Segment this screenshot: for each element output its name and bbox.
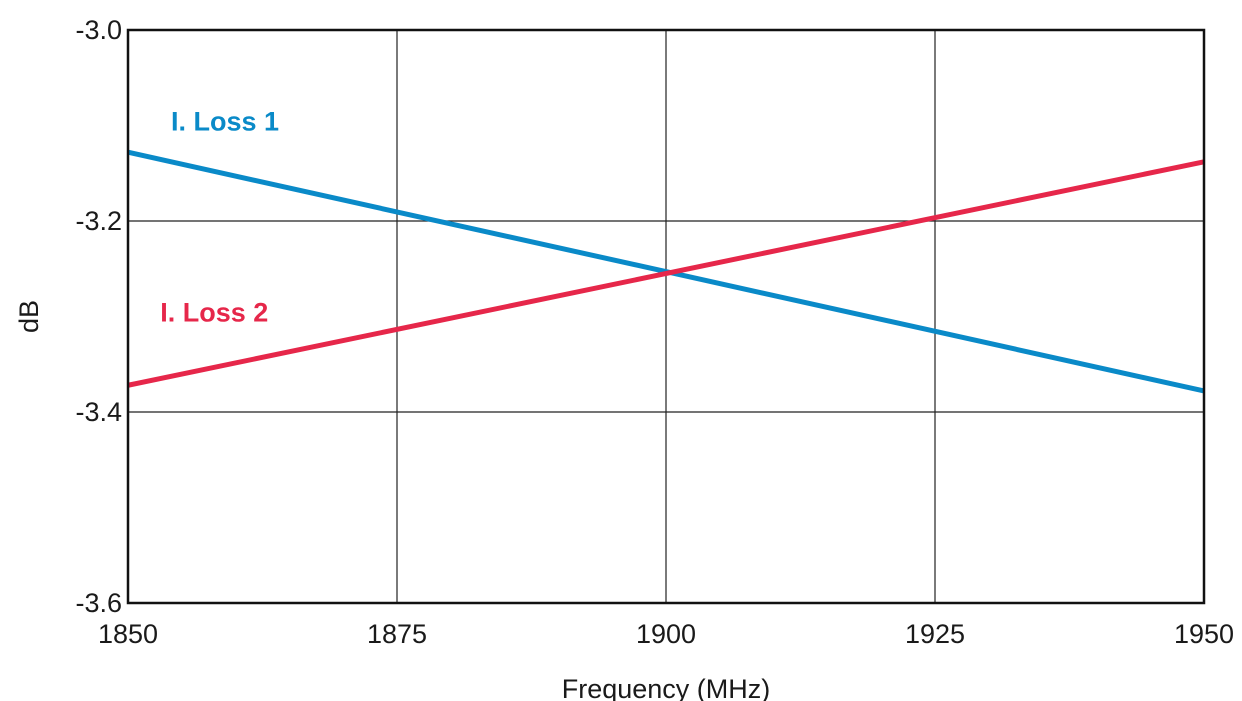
plot-border (126, 28, 1206, 605)
series-labels: I. Loss 1 I. Loss 2 (160, 106, 279, 327)
y-tick-label: -3.4 (75, 397, 122, 427)
y-tick-label: -3.6 (75, 588, 122, 618)
series-label-1: I. Loss 1 (171, 106, 279, 136)
x-tick-label: 1950 (1174, 619, 1234, 649)
x-tick-label: 1875 (367, 619, 427, 649)
y-tick-label: -3.0 (75, 15, 122, 45)
x-tick-label: 1925 (905, 619, 965, 649)
x-tick-label: 1850 (98, 619, 158, 649)
x-axis-title: Frequency (MHz) (562, 674, 771, 701)
y-axis-ticks: -3.0 -3.2 -3.4 -3.6 (75, 15, 122, 618)
x-tick-label: 1900 (636, 619, 696, 649)
x-axis-ticks: 1850 1875 1900 1925 1950 (98, 619, 1234, 649)
y-axis-title: dB (14, 300, 44, 333)
series-line-2 (127, 159, 1205, 388)
grid (128, 30, 1204, 603)
plot-frame (126, 28, 1206, 605)
series-label-2: I. Loss 2 (160, 297, 268, 327)
series-lines (127, 149, 1205, 394)
y-tick-label: -3.2 (75, 206, 122, 236)
